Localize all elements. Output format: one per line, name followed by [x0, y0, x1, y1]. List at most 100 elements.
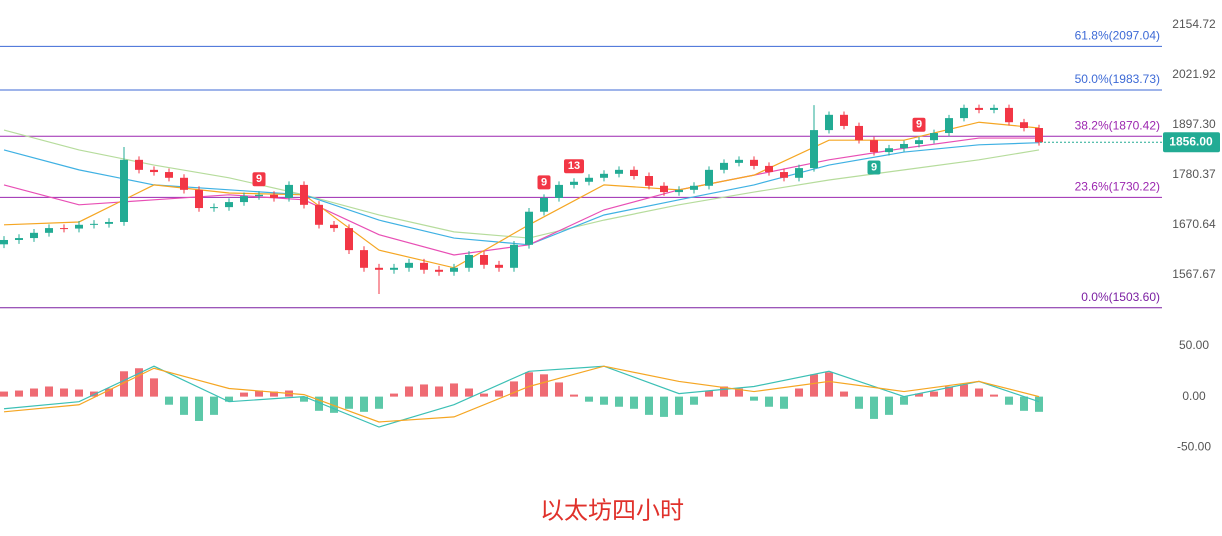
- badge-label: 9: [256, 173, 262, 185]
- macd-bar: [180, 396, 188, 415]
- macd-bar: [465, 388, 473, 397]
- macd-bar: [825, 372, 833, 397]
- candle-body: [135, 159, 143, 170]
- macd-bar: [300, 396, 308, 402]
- macd-bar: [360, 396, 368, 412]
- fib-label: 23.6%(1730.22): [1075, 180, 1160, 194]
- macd-bar: [585, 396, 593, 402]
- macd-bar: [30, 388, 38, 397]
- candle-body: [120, 159, 128, 222]
- macd-bar: [60, 388, 68, 397]
- candle-body: [720, 162, 728, 170]
- macd-bar: [75, 389, 83, 397]
- badge-label: 9: [916, 119, 922, 131]
- macd-bar: [915, 393, 923, 397]
- macd-bar: [630, 396, 638, 409]
- macd-bar: [1005, 396, 1013, 405]
- y-tick-label: 50.00: [1179, 338, 1209, 352]
- macd-bar: [450, 383, 458, 397]
- candle-body: [630, 169, 638, 177]
- macd-bar: [1035, 396, 1043, 412]
- macd-bar: [615, 396, 623, 407]
- y-tick-label: 0.00: [1182, 389, 1206, 403]
- macd-bar: [840, 391, 848, 397]
- candle-body: [945, 118, 953, 134]
- chart-title: 以太坊四小时: [540, 497, 684, 524]
- candle-body: [555, 184, 563, 198]
- macd-bar: [270, 391, 278, 397]
- macd-bar: [495, 390, 503, 397]
- macd-bar: [930, 391, 938, 397]
- y-tick-label: 1780.37: [1172, 167, 1216, 181]
- candle-body: [825, 114, 833, 131]
- candle-body: [315, 204, 323, 225]
- macd-bar: [120, 371, 128, 397]
- macd-bar: [525, 372, 533, 397]
- badge: [867, 160, 881, 175]
- candle-body: [75, 224, 83, 229]
- macd-bar: [795, 388, 803, 397]
- macd-bar: [420, 384, 428, 397]
- candle-body: [495, 264, 503, 268]
- candle-body: [855, 125, 863, 141]
- macd-bar: [750, 396, 758, 401]
- candle-body: [675, 189, 683, 193]
- candle-body: [525, 211, 533, 245]
- candle-body: [330, 224, 338, 229]
- y-tick-label: -50.00: [1177, 439, 1211, 453]
- candle-body: [450, 267, 458, 272]
- macd-bar: [780, 396, 788, 409]
- candle-body: [225, 202, 233, 208]
- badge-label: 9: [871, 161, 877, 173]
- candle-body: [660, 185, 668, 193]
- candle-body: [180, 177, 188, 190]
- macd-bar: [1020, 396, 1028, 411]
- macd-bar: [990, 394, 998, 397]
- candle-body: [810, 130, 818, 169]
- candle-body: [210, 207, 218, 209]
- macd-bar: [135, 368, 143, 397]
- macd-bar: [165, 396, 173, 405]
- fib-label: 61.8%(2097.04): [1075, 29, 1160, 43]
- candle-body: [615, 169, 623, 174]
- candle-body: [420, 262, 428, 270]
- candle-body: [240, 196, 248, 203]
- last-price-label: 1856.00: [1169, 134, 1213, 148]
- candle-body: [15, 238, 23, 240]
- y-tick-label: 1670.64: [1172, 217, 1216, 231]
- candle-body: [300, 184, 308, 205]
- fib-label: 0.0%(1503.60): [1081, 290, 1160, 304]
- candle-body: [705, 169, 713, 186]
- candle-body: [540, 197, 548, 212]
- y-tick-label: 1567.67: [1172, 267, 1216, 281]
- candle-body: [795, 168, 803, 178]
- macd-bar: [15, 390, 23, 397]
- macd-bar: [540, 374, 548, 397]
- macd-bar: [855, 396, 863, 409]
- fib-label: 38.2%(1870.42): [1075, 118, 1160, 132]
- macd-bar: [975, 388, 983, 397]
- candle-body: [360, 250, 368, 268]
- candle-body: [90, 223, 98, 225]
- badge-label: 13: [568, 160, 580, 172]
- macd-bar: [660, 396, 668, 417]
- macd-bar: [345, 396, 353, 409]
- candle-body: [60, 228, 68, 230]
- macd-bar: [945, 386, 953, 397]
- macd-bar: [435, 386, 443, 397]
- macd-bar: [900, 396, 908, 405]
- candle-body: [390, 267, 398, 270]
- candle-body: [465, 254, 473, 268]
- candle-body: [915, 140, 923, 144]
- y-tick-label: 2154.72: [1172, 17, 1216, 31]
- candle-body: [645, 176, 653, 186]
- fib-label: 50.0%(1983.73): [1075, 72, 1160, 86]
- candle-body: [600, 173, 608, 178]
- macd-bar: [705, 390, 713, 397]
- macd-bar: [0, 391, 8, 397]
- badge: [912, 117, 926, 132]
- candle-body: [195, 189, 203, 209]
- candle-body: [975, 107, 983, 110]
- macd-bar: [390, 393, 398, 397]
